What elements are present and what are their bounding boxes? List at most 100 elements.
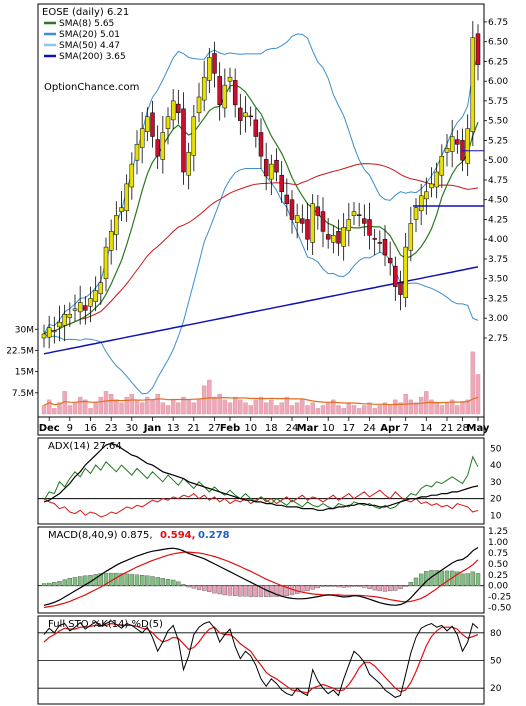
price-tick-label: 6.00 [488,77,508,87]
candle-body [274,159,279,173]
macd-label: MACD(8,40,9) 0.875, [48,530,153,541]
volume-bar [227,402,233,415]
macd-histogram-bar [57,581,62,586]
date-tick-label: Mar [297,423,319,434]
volume-bar [320,405,326,415]
macd-histogram-bar [315,585,320,589]
volume-bar [139,402,145,415]
candle-body [289,199,295,220]
macd-histogram-bar [67,578,73,586]
sma50-line [43,163,479,335]
volume-bar [331,399,336,415]
candle-body [331,235,336,243]
candle-body [300,218,305,224]
candle-body [181,108,186,173]
macd-histogram-bar [320,585,326,587]
adx-label: ADX(14) 27.64 [48,441,122,452]
date-tick-label: 10 [244,423,257,434]
price-tick-label: 6.75 [488,18,508,28]
candle-body [62,314,67,326]
macd-histogram-bar [201,585,207,591]
axis-layer: 6.75 6.50 6.25 6.00 5.75 5.50 5.25 5.00 4.75 4.50… [6,18,511,694]
macd-histogram-bar [460,573,465,586]
volume-bar [300,399,305,415]
macd-histogram-bar [475,573,481,586]
volume-bar [341,408,346,415]
volume-tick-label: 15M [15,368,34,378]
macd-histogram-bar [439,570,444,586]
volume-bar [119,402,124,415]
candle-body [227,76,233,82]
macd-histogram-bar [150,576,155,586]
candle-body [217,76,222,106]
macd-histogram-bar [295,585,300,594]
macd-histogram-bar [382,585,388,592]
candle-body [46,327,52,338]
date-tick-label: 30 [125,423,138,434]
macd-histogram-bar [217,585,222,595]
volume-bar [222,399,228,415]
sto-panel [37,615,485,705]
volume-bar [103,391,109,415]
volume-bar [145,396,150,415]
candle-body [336,231,341,244]
price-tick-label: 2.75 [488,334,508,344]
adx-tick-label: 10 [490,511,502,521]
macd-histogram-bar [145,575,150,586]
candle-body [212,53,217,74]
candle-body [305,219,310,240]
date-tick-label: 16 [84,423,97,434]
volume-bar [243,402,248,415]
volume-bar [274,405,279,415]
volume-bar [387,405,393,415]
legend-label: SMA(50) 4.47 [59,41,120,51]
date-tick-label: Dec [39,423,60,434]
candle-body [108,231,114,251]
candle-body [67,314,73,318]
candle-body [93,290,98,302]
macd-tick-label: 0.75 [488,549,508,559]
candle-body [124,183,129,212]
volume-bar [201,385,207,415]
volume-bar [362,405,367,415]
adx-tick-label: 30 [490,478,502,488]
candle-body [269,163,274,180]
candle-body [424,191,429,200]
volume-bar [418,396,424,415]
candle-body [284,194,290,204]
volume-bar [429,399,434,415]
macd-tick-label: 1.00 [488,538,508,548]
date-tick-label: 24 [363,423,376,434]
volume-bar [114,399,119,415]
candle-body [408,223,414,251]
sto-tick-label: 20 [490,684,502,694]
candle-body [341,227,346,247]
macd-histogram-bar [160,578,166,586]
volume-bar [72,402,78,415]
volume-bar [98,396,104,415]
volume-bar [284,396,290,415]
volume-bar [455,405,460,415]
date-tick-label: Apr [380,423,400,434]
date-tick-label: 13 [167,423,180,434]
candle-body [310,203,315,243]
price-tick-label: 3.75 [488,255,508,265]
candle-body [377,242,383,244]
macd-histogram-bar [212,585,217,594]
volume-bar [336,405,341,415]
sto-k-line [43,620,479,698]
date-tick-label: 28 [456,423,469,434]
macd-histogram-bar [98,573,104,586]
volume-bar [124,396,129,415]
macd-histogram-bar [222,585,228,596]
macd-histogram-bar [470,571,475,586]
volume-bar [393,399,398,415]
volume-bar [465,399,470,415]
candle-body [413,207,419,220]
macd-histogram-bar [336,585,341,588]
macd-histogram-bar [83,575,88,586]
candle-body [201,76,207,101]
volume-tick-label: 22.5M [6,347,34,357]
candle-body [372,238,377,240]
price-tick-label: 3.50 [488,275,508,285]
